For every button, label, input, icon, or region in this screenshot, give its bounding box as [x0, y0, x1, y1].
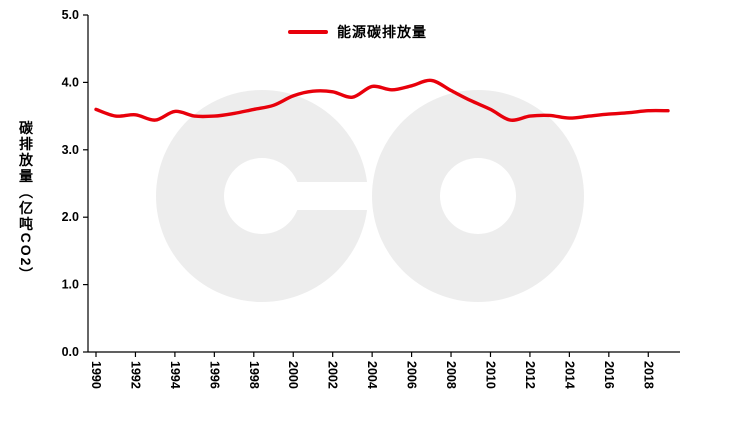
svg-text:2012: 2012 — [523, 361, 537, 389]
svg-text:2016: 2016 — [602, 361, 616, 389]
legend: 能源碳排放量 — [288, 22, 427, 42]
svg-text:1.0: 1.0 — [62, 278, 79, 292]
y-axis-title: 碳排放量（亿吨CO2） — [18, 120, 34, 284]
svg-text:1994: 1994 — [168, 361, 182, 389]
svg-text:5.0: 5.0 — [62, 8, 79, 22]
svg-text:2002: 2002 — [326, 361, 340, 389]
svg-text:2018: 2018 — [641, 361, 655, 389]
svg-text:1992: 1992 — [128, 361, 142, 389]
svg-text:1998: 1998 — [247, 361, 261, 389]
svg-text:2004: 2004 — [365, 361, 379, 389]
svg-text:2006: 2006 — [405, 361, 419, 389]
svg-text:1996: 1996 — [207, 361, 221, 389]
legend-line-swatch — [288, 30, 328, 34]
legend-label: 能源碳排放量 — [337, 24, 427, 40]
svg-text:1990: 1990 — [89, 361, 103, 389]
svg-text:4.0: 4.0 — [62, 75, 79, 89]
svg-text:0.0: 0.0 — [62, 345, 79, 359]
svg-text:2010: 2010 — [483, 361, 497, 389]
svg-text:2014: 2014 — [562, 361, 576, 389]
svg-text:2000: 2000 — [286, 361, 300, 389]
svg-text:2.0: 2.0 — [62, 210, 79, 224]
svg-text:2008: 2008 — [444, 361, 458, 389]
svg-text:3.0: 3.0 — [62, 143, 79, 157]
